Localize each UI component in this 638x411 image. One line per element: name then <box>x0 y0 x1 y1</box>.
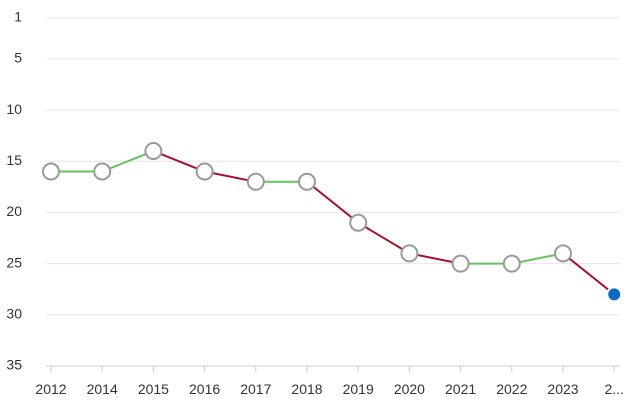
line-segment <box>101 150 155 173</box>
data-point[interactable] <box>246 172 265 191</box>
x-tick-label: 2016 <box>189 381 220 397</box>
x-tick-label: 2018 <box>291 381 322 397</box>
data-point[interactable] <box>195 162 214 181</box>
x-tick-label: 2023 <box>547 381 578 397</box>
y-tick-label: 15 <box>6 152 22 168</box>
x-tick-label: 2014 <box>87 381 118 397</box>
x-tick-label: 2012 <box>35 381 66 397</box>
line-segment <box>152 150 206 173</box>
line-segment <box>357 221 411 255</box>
data-point[interactable] <box>93 162 112 181</box>
y-tick-label: 20 <box>6 203 22 219</box>
x-tick-label: 2022 <box>496 381 527 397</box>
y-tick-label: 1 <box>14 9 22 25</box>
x-tick-label: 2020 <box>394 381 425 397</box>
x-axis: 2012 2014 2015 2016 2017 2018 2019 2020 2021 2022… <box>35 365 624 397</box>
y-tick-label: 10 <box>6 101 22 117</box>
y-tick-label: 30 <box>6 306 22 322</box>
data-point[interactable] <box>298 172 316 191</box>
y-tick-label: 5 <box>14 50 22 66</box>
data-point[interactable] <box>502 254 521 273</box>
x-tick-label: 2... <box>604 381 623 397</box>
x-tick-label: 2019 <box>343 381 374 397</box>
data-point[interactable] <box>400 244 419 263</box>
y-tick-label: 35 <box>6 357 22 373</box>
line-series <box>50 150 616 296</box>
data-point[interactable] <box>554 244 572 263</box>
grid-lines <box>46 17 620 316</box>
data-point[interactable] <box>42 162 60 181</box>
line-segment <box>306 180 360 224</box>
line-segment <box>562 252 616 296</box>
x-tick-label: 2015 <box>138 381 169 397</box>
x-tick-label: 2021 <box>445 381 476 397</box>
data-point[interactable] <box>349 213 368 232</box>
x-tick-label: 2017 <box>240 381 271 397</box>
data-points <box>42 142 623 303</box>
data-point-latest[interactable] <box>606 286 623 303</box>
y-tick-label: 25 <box>6 254 22 270</box>
data-point[interactable] <box>451 254 470 273</box>
data-point[interactable] <box>144 142 163 161</box>
